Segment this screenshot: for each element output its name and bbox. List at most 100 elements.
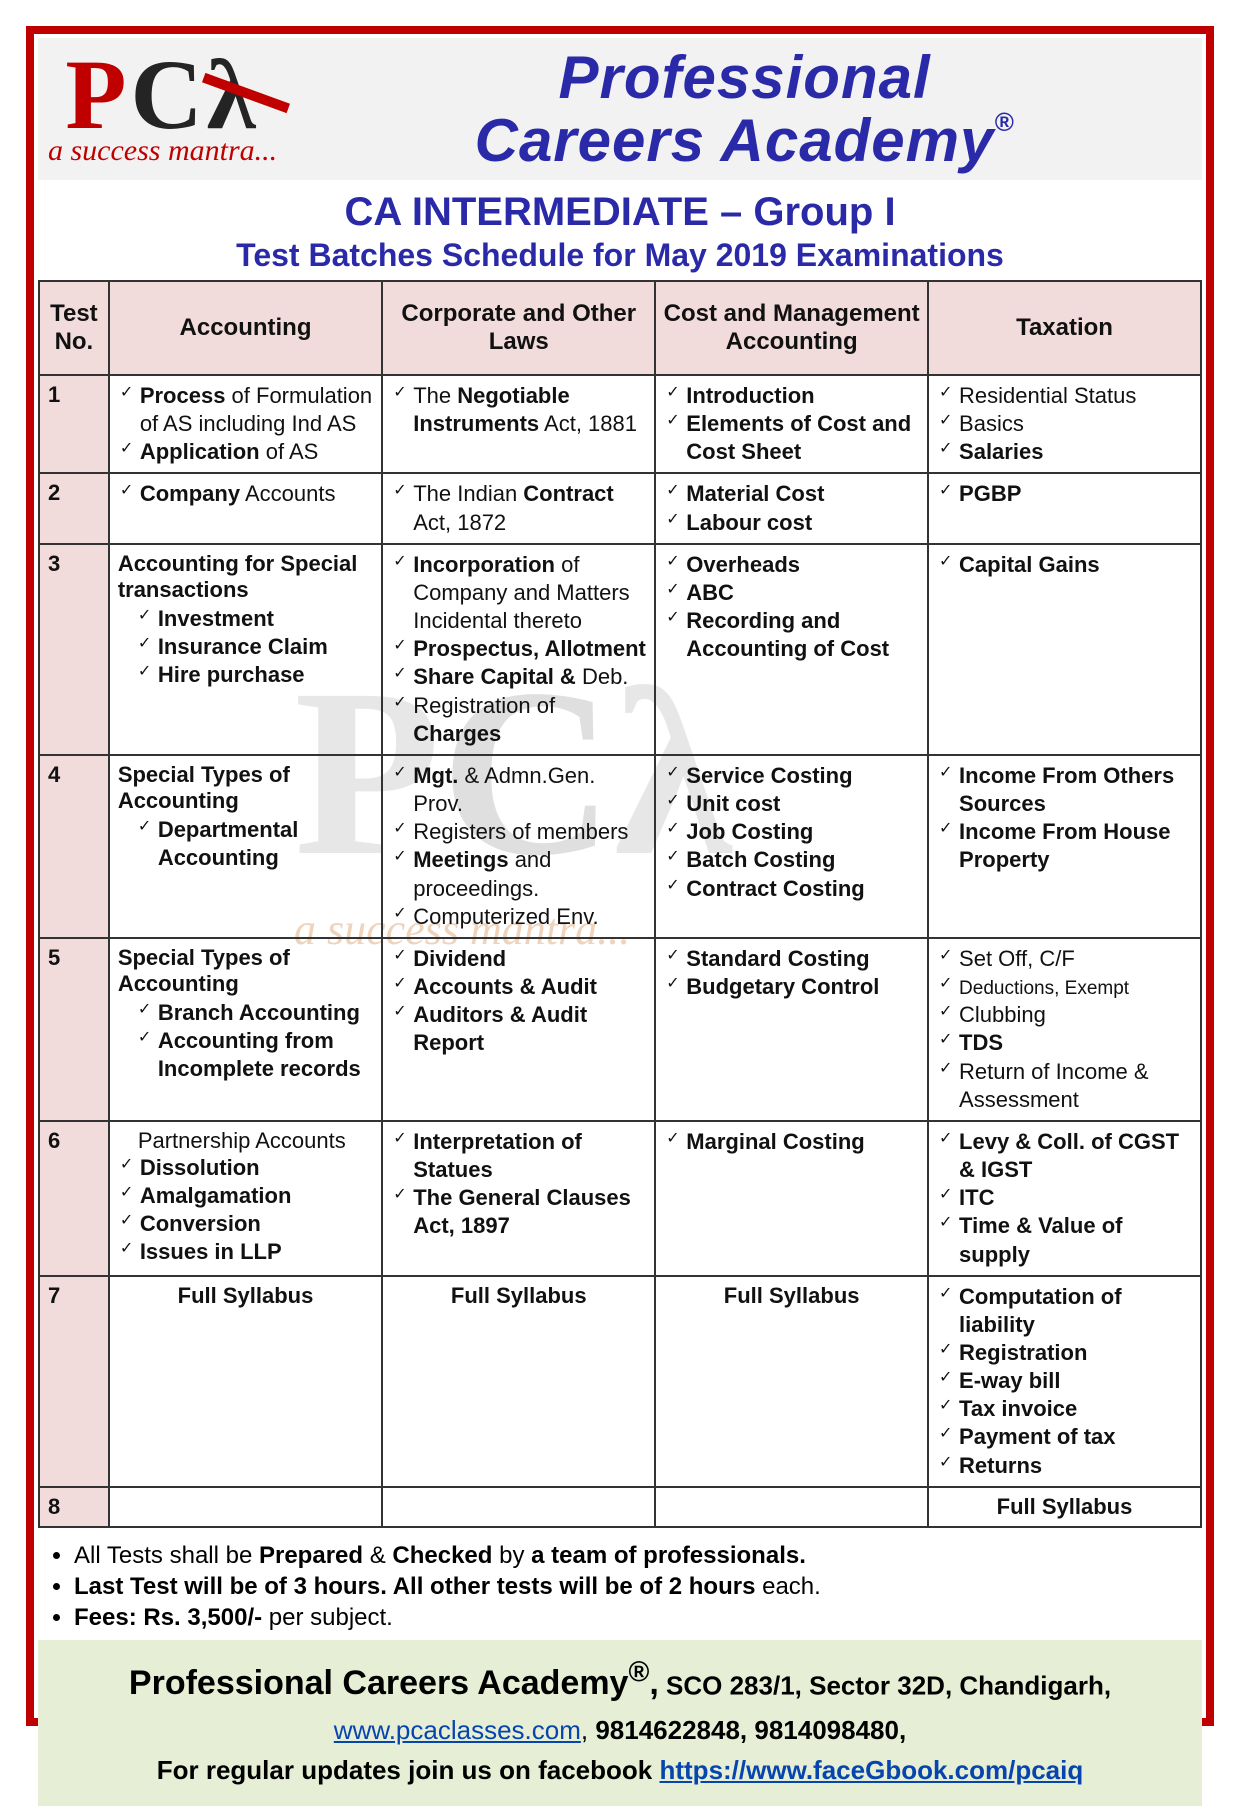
cell-heading: Accounting for Special transactions bbox=[118, 551, 373, 603]
list-item: Capital Gains bbox=[939, 551, 1192, 579]
list-item: Prospectus, Allotment bbox=[393, 635, 646, 663]
cell-list: Computation of liabilityRegistrationE-wa… bbox=[937, 1283, 1192, 1480]
list-item: Income From House Property bbox=[939, 818, 1192, 874]
brand-title: Professional Careers Academy® bbox=[307, 46, 1182, 172]
cell: Service CostingUnit costJob CostingBatch… bbox=[655, 755, 928, 938]
cell-list: Standard CostingBudgetary Control bbox=[664, 945, 919, 1001]
heading-h1: CA INTERMEDIATE – Group I bbox=[38, 190, 1202, 235]
cell-testno: 3 bbox=[39, 544, 109, 755]
list-item: E-way bill bbox=[939, 1367, 1192, 1395]
list-item: Labour cost bbox=[666, 509, 919, 537]
cell-list: Company Accounts bbox=[118, 480, 373, 508]
list-item: Incorporation of Company and Matters Inc… bbox=[393, 551, 646, 635]
footer-website-link[interactable]: www.pcaclasses.com bbox=[334, 1715, 581, 1745]
footer-phones: 9814622848, 9814098480, bbox=[595, 1715, 906, 1745]
cell-list: The Indian Contract Act, 1872 bbox=[391, 480, 646, 536]
cell-list: IntroductionElements of Cost and Cost Sh… bbox=[664, 382, 919, 466]
cell: Special Types of AccountingDepartmental … bbox=[109, 755, 382, 938]
list-item: PGBP bbox=[939, 480, 1192, 508]
list-item: Job Costing bbox=[666, 818, 919, 846]
list-item: Clubbing bbox=[939, 1001, 1192, 1029]
list-item: The Indian Contract Act, 1872 bbox=[393, 480, 646, 536]
list-item: Levy & Coll. of CGST & IGST bbox=[939, 1128, 1192, 1184]
table-row: 2Company AccountsThe Indian Contract Act… bbox=[39, 473, 1201, 543]
schedule-table: Test No. Accounting Corporate and Other … bbox=[38, 280, 1202, 1528]
list-item: Amalgamation bbox=[120, 1182, 373, 1210]
table-header-row: Test No. Accounting Corporate and Other … bbox=[39, 281, 1201, 375]
list-item: Dividend bbox=[393, 945, 646, 973]
cell-heading: Partnership Accounts bbox=[118, 1128, 373, 1154]
cell: Levy & Coll. of CGST & IGSTITCTime & Val… bbox=[928, 1121, 1201, 1276]
cell-full: Full Syllabus bbox=[382, 1276, 655, 1487]
cell-list: Set Off, C/FDeductions, ExemptClubbingTD… bbox=[937, 945, 1192, 1114]
list-item: Company Accounts bbox=[120, 480, 373, 508]
note-item: All Tests shall be Prepared & Checked by… bbox=[74, 1542, 1190, 1570]
table-row: 6Partnership AccountsDissolutionAmalgama… bbox=[39, 1121, 1201, 1276]
list-item: Budgetary Control bbox=[666, 973, 919, 1001]
cell: Special Types of AccountingBranch Accoun… bbox=[109, 938, 382, 1121]
cell: Material CostLabour cost bbox=[655, 473, 928, 543]
table-row: 7Full SyllabusFull SyllabusFull Syllabus… bbox=[39, 1276, 1201, 1487]
cell: Accounting for Special transactionsInves… bbox=[109, 544, 382, 755]
cell-list: Incorporation of Company and Matters Inc… bbox=[391, 551, 646, 748]
cell-list: Service CostingUnit costJob CostingBatch… bbox=[664, 762, 919, 903]
footer-address: SCO 283/1, Sector 32D, Chandigarh, bbox=[666, 1670, 1111, 1700]
footer-fb-link[interactable]: https://www.faceGbook.com/pcaiq bbox=[659, 1755, 1083, 1785]
list-item: Investment bbox=[138, 605, 373, 633]
cell-testno: 7 bbox=[39, 1276, 109, 1487]
list-item: ITC bbox=[939, 1184, 1192, 1212]
heading: CA INTERMEDIATE – Group I Test Batches S… bbox=[38, 190, 1202, 274]
logo: PCλ a success mantra... bbox=[48, 50, 277, 168]
cell: Company Accounts bbox=[109, 473, 382, 543]
list-item: Time & Value of supply bbox=[939, 1212, 1192, 1268]
list-item: Unit cost bbox=[666, 790, 919, 818]
list-item: Auditors & Audit Report bbox=[393, 1001, 646, 1057]
list-item: Standard Costing bbox=[666, 945, 919, 973]
list-item: Return of Income & Assessment bbox=[939, 1058, 1192, 1114]
list-item: Overheads bbox=[666, 551, 919, 579]
cell-testno: 1 bbox=[39, 375, 109, 473]
cell: The Indian Contract Act, 1872 bbox=[382, 473, 655, 543]
list-item: Share Capital & Deb. bbox=[393, 663, 646, 691]
list-item: Basics bbox=[939, 410, 1192, 438]
list-item: Insurance Claim bbox=[138, 633, 373, 661]
cell: DividendAccounts & AuditAuditors & Audit… bbox=[382, 938, 655, 1121]
cell: Residential StatusBasicsSalaries bbox=[928, 375, 1201, 473]
table-row: 5Special Types of AccountingBranch Accou… bbox=[39, 938, 1201, 1121]
cell: The Negotiable Instruments Act, 1881 bbox=[382, 375, 655, 473]
list-item: Computation of liability bbox=[939, 1283, 1192, 1339]
cell-list: Mgt. & Admn.Gen. Prov.Registers of membe… bbox=[391, 762, 646, 931]
cell-list: InvestmentInsurance ClaimHire purchase bbox=[118, 605, 373, 689]
cell: Capital Gains bbox=[928, 544, 1201, 755]
list-item: Set Off, C/F bbox=[939, 945, 1192, 973]
cell-full: Full Syllabus bbox=[109, 1276, 382, 1487]
cell: Set Off, C/FDeductions, ExemptClubbingTD… bbox=[928, 938, 1201, 1121]
cell: Interpretation of StatuesThe General Cla… bbox=[382, 1121, 655, 1276]
cell-heading: Special Types of Accounting bbox=[118, 945, 373, 997]
cell: Incorporation of Company and Matters Inc… bbox=[382, 544, 655, 755]
list-item: Conversion bbox=[120, 1210, 373, 1238]
cell-list: Process of Formulation of AS including I… bbox=[118, 382, 373, 466]
cell-list: Material CostLabour cost bbox=[664, 480, 919, 536]
list-item: Elements of Cost and Cost Sheet bbox=[666, 410, 919, 466]
cell-list: OverheadsABCRecording and Accounting of … bbox=[664, 551, 919, 664]
list-item: Registration of Charges bbox=[393, 692, 646, 748]
list-item: TDS bbox=[939, 1029, 1192, 1057]
list-item: Registration bbox=[939, 1339, 1192, 1367]
footer-fb-text: For regular updates join us on facebook bbox=[157, 1755, 653, 1785]
cell-testno: 6 bbox=[39, 1121, 109, 1276]
brand-line2: Careers Academy bbox=[475, 107, 995, 174]
cell: Marginal Costing bbox=[655, 1121, 928, 1276]
col-laws: Corporate and Other Laws bbox=[382, 281, 655, 375]
cell-list: Income From Others SourcesIncome From Ho… bbox=[937, 762, 1192, 875]
cell-list: The Negotiable Instruments Act, 1881 bbox=[391, 382, 646, 438]
list-item: Hire purchase bbox=[138, 661, 373, 689]
logo-letters: PCλ bbox=[65, 50, 259, 140]
table-row: 3Accounting for Special transactionsInve… bbox=[39, 544, 1201, 755]
list-item: Tax invoice bbox=[939, 1395, 1192, 1423]
cell-empty bbox=[109, 1487, 382, 1527]
list-item: Issues in LLP bbox=[120, 1238, 373, 1266]
list-item: Recording and Accounting of Cost bbox=[666, 607, 919, 663]
brand-line1: Professional bbox=[559, 44, 931, 111]
cell: Income From Others SourcesIncome From Ho… bbox=[928, 755, 1201, 938]
